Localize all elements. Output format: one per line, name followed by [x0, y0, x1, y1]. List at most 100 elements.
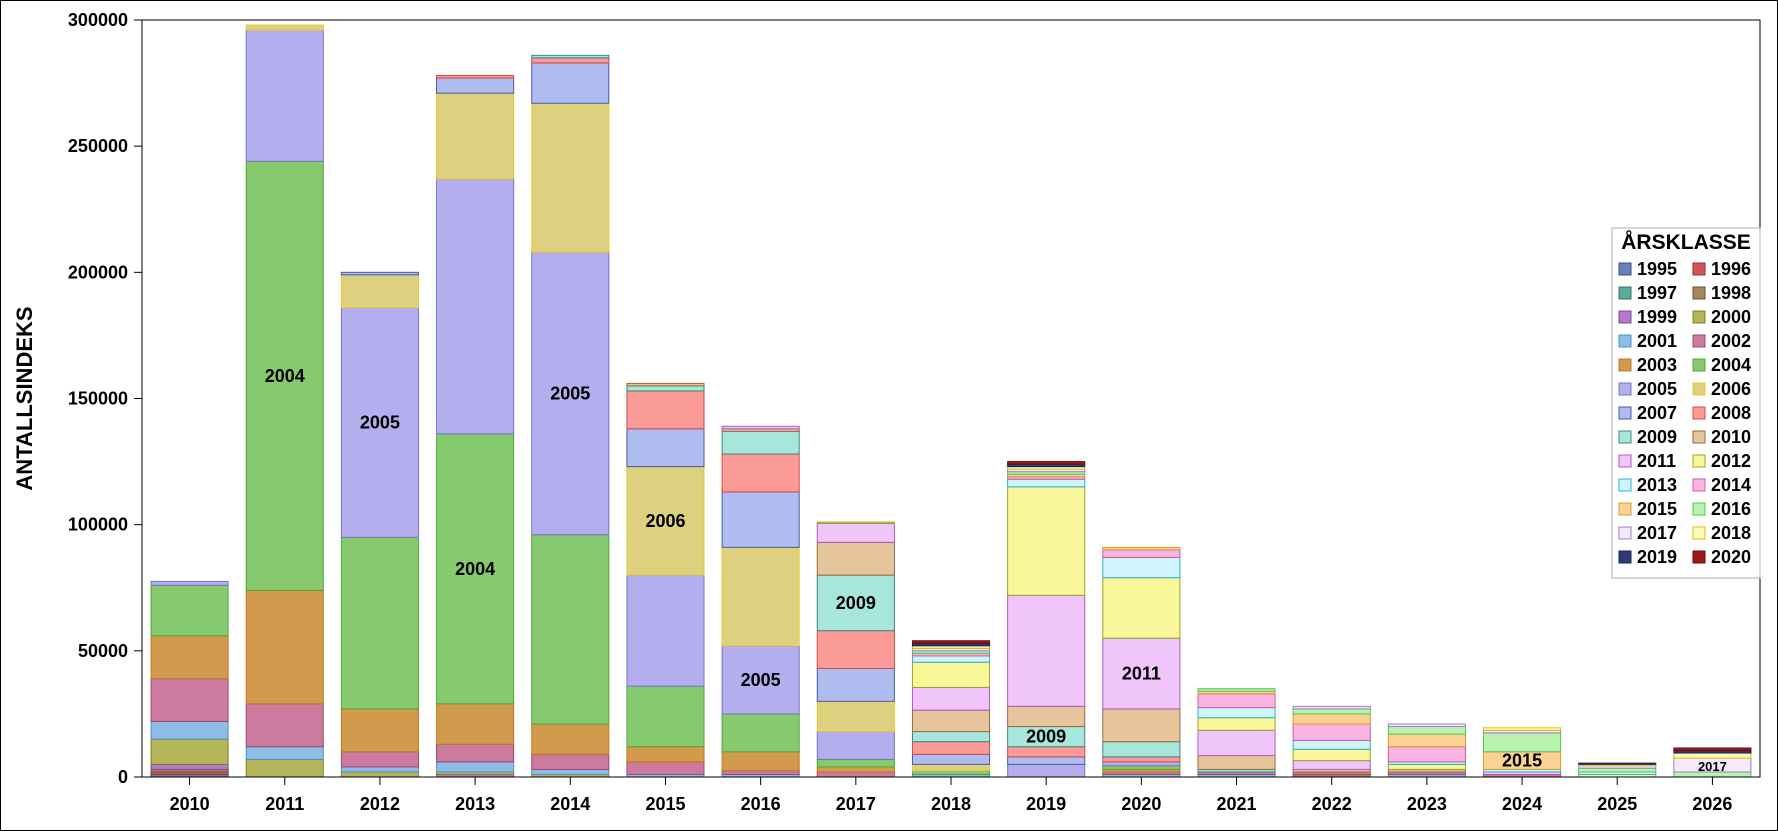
bar-segment-2011-2004	[245, 160, 324, 591]
bar-segment-2019-2010	[1007, 705, 1086, 728]
bar-segment-2016-2008	[721, 453, 800, 493]
segment-label: 2017	[1698, 759, 1727, 774]
bar-segment-2010-1999	[150, 763, 229, 770]
bar-segment-2025-2016	[1578, 767, 1657, 773]
x-tick-label: 2010	[170, 794, 210, 814]
bar-segment-2016-2011	[721, 425, 800, 430]
bar-segment-2019-2020	[1007, 461, 1086, 465]
bar-segment-2015-2003	[626, 746, 705, 763]
x-tick-label: 2021	[1217, 794, 1257, 814]
y-tick-label: 0	[118, 767, 128, 787]
bar-segment-2012-2006	[340, 274, 419, 309]
bar-segment-2012-2001	[340, 766, 419, 773]
bar-segment-2023-2015	[1387, 733, 1466, 748]
bar-segment-2013-2008	[436, 75, 515, 79]
bar-segment-2017-2011	[816, 522, 895, 543]
bar-segment-2025-2019	[1578, 762, 1657, 765]
bar-segment-2026-2020	[1673, 747, 1752, 752]
legend-label-1995: 1995	[1637, 259, 1677, 279]
x-tick-label: 2024	[1502, 794, 1542, 814]
legend-label-1997: 1997	[1637, 283, 1677, 303]
segment-label: 2015	[1502, 751, 1542, 771]
bar-segment-2016-2003	[721, 751, 800, 772]
bar-segment-2022-2011	[1292, 760, 1371, 770]
y-tick-label: 100000	[68, 515, 128, 535]
bar-segment-2017-2002	[816, 771, 895, 778]
legend-swatch-2005	[1618, 382, 1632, 396]
legend-box	[1611, 227, 1761, 579]
bar-segment-2015-2004	[626, 685, 705, 748]
bar-segment-2013-2006	[436, 92, 515, 180]
bar-segment-2020-2009	[1102, 741, 1181, 758]
legend-label-2012: 2012	[1711, 451, 1751, 471]
legend-label-2018: 2018	[1711, 523, 1751, 543]
bar-segment-2021-2011	[1197, 729, 1276, 757]
bar-segment-2022-2016	[1292, 708, 1371, 715]
bar-segment-2014-2005	[531, 251, 610, 536]
legend-label-2010: 2010	[1711, 427, 1751, 447]
bar-segment-2018-2004	[911, 770, 991, 775]
bar-segment-2024-2016	[1483, 732, 1562, 753]
legend-label-2020: 2020	[1711, 547, 1751, 567]
bar-segment-2020-2015	[1102, 546, 1181, 551]
legend-swatch-1997	[1618, 286, 1632, 300]
bar-segment-2018-2011	[911, 686, 991, 711]
legend-swatch-2017	[1618, 526, 1632, 540]
bar-segment-2017-2010	[816, 541, 895, 576]
bar-segment-2015-2007	[626, 428, 705, 468]
bar-segment-2024-2018	[1483, 727, 1562, 731]
bar-segment-2018-2013	[911, 655, 991, 663]
bar-segment-2011-2005	[245, 29, 324, 162]
legend-label-2009: 2009	[1637, 427, 1677, 447]
bar-segment-2017-2006	[816, 700, 895, 733]
bar-segment-2011-2001	[245, 746, 324, 760]
bar-segment-2017-2007	[816, 667, 895, 702]
bar-segment-2010-2003	[150, 635, 229, 680]
bar-segment-2019-2008	[1007, 746, 1086, 758]
legend-swatch-1999	[1618, 310, 1632, 324]
bar-segment-2016-2006	[721, 546, 800, 647]
bar-segment-2014-2004	[531, 534, 610, 725]
bar-segment-2022-2012	[1292, 748, 1371, 762]
segment-label: 2004	[265, 366, 305, 386]
bar-segment-2015-2006	[626, 466, 705, 576]
bar-segment-2017-2004	[816, 758, 895, 768]
x-axis: 2010 2011 2012 2013 2014 2015 2016 2017 2018 2019…	[170, 777, 1732, 814]
legend-swatch-2019	[1618, 550, 1632, 564]
bar-segment-2022-2017	[1292, 705, 1371, 710]
bar-segment-2020-2010	[1102, 708, 1181, 743]
bar-segment-2011-2000	[245, 758, 324, 778]
bar-segment-2010-2002	[150, 678, 229, 722]
bar-segment-2019-2011	[1007, 594, 1086, 707]
y-tick-label: 250000	[68, 136, 128, 156]
bar-segment-2013-2005	[436, 178, 515, 435]
legend-swatch-1996	[1692, 262, 1706, 276]
bar-segment-2017-2012	[816, 521, 895, 524]
segment-label: 2005	[550, 383, 590, 403]
bar-segment-2023-2014	[1387, 746, 1466, 763]
bar-segment-2019-2013	[1007, 478, 1086, 488]
bar-segment-2014-2001	[531, 768, 610, 775]
legend-label-2003: 2003	[1637, 355, 1677, 375]
legend-label-2015: 2015	[1637, 499, 1677, 519]
legend-label-2017: 2017	[1637, 523, 1677, 543]
legend-swatch-2014	[1692, 478, 1706, 492]
bar-segment-2014-2009	[531, 54, 610, 59]
bar-segment-2011-2006	[245, 24, 324, 31]
legend: ÅRSKLASSE 1995 1996 1997 1998 1999 2000 2001 200…	[1611, 227, 1761, 579]
segment-label: 2009	[836, 593, 876, 613]
bar-segment-2020-2005	[1102, 761, 1181, 767]
bar-segment-2018-2009	[911, 731, 991, 743]
bar-segment-2022-2015	[1292, 713, 1371, 725]
bar-segment-2014-2007	[531, 62, 610, 104]
bar-segment-2016-2004	[721, 713, 800, 753]
x-tick-label: 2015	[645, 794, 685, 814]
legend-swatch-2001	[1618, 334, 1632, 348]
bar-segment-2016-2007	[721, 491, 800, 548]
legend-label-2001: 2001	[1637, 331, 1677, 351]
legend-swatch-2010	[1692, 430, 1706, 444]
bar-segment-2013-2003	[436, 703, 515, 745]
bar-segment-2012-2007	[340, 271, 419, 276]
y-tick-label: 150000	[68, 389, 128, 409]
